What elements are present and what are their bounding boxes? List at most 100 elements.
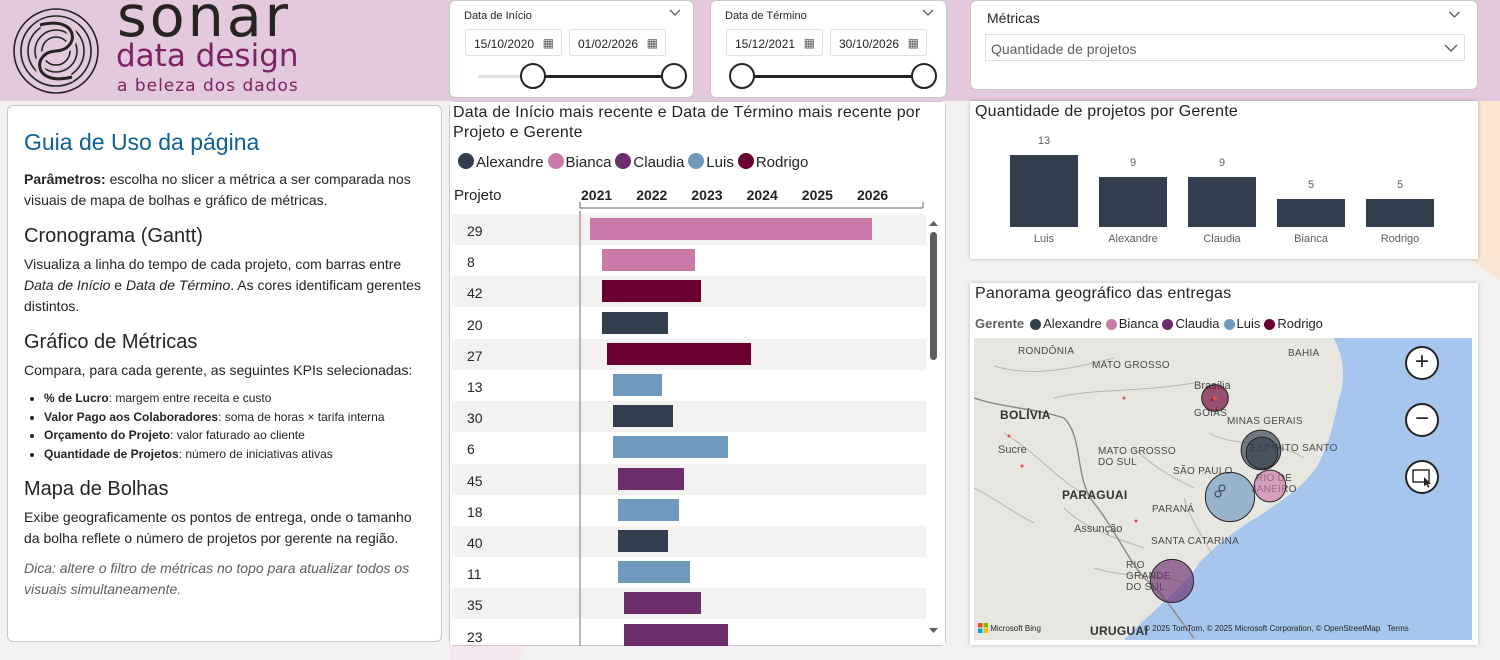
chevron-down-icon[interactable] [669, 9, 681, 17]
gantt-row[interactable]: 29 [452, 214, 926, 245]
map-legend[interactable]: Gerente Alexandre Bianca Claudia Luis Rodrigo [975, 316, 1327, 331]
calendar-icon[interactable]: ▦ [646, 36, 658, 50]
gantt-scroll-thumb[interactable] [930, 232, 937, 360]
year-tick-label: 2025 [801, 187, 833, 203]
gantt-row[interactable]: 23 [452, 620, 926, 646]
map-place-label: BOLÍVIA [1000, 408, 1051, 422]
gantt-bar[interactable] [601, 249, 696, 272]
guide-params-label: Parâmetros: [24, 171, 106, 187]
map-bubble[interactable] [1204, 471, 1256, 523]
gantt-chart: Data de Início mais recente e Data de Té… [449, 101, 946, 646]
gantt-row[interactable]: 35 [452, 588, 926, 620]
legend-dot [547, 153, 564, 169]
gantt-bar[interactable] [601, 311, 668, 334]
start-date-to-handle[interactable] [661, 63, 687, 89]
map-place-label: PARAGUAI [1062, 488, 1128, 502]
gantt-row[interactable]: 8 [452, 245, 926, 276]
scroll-down-icon[interactable] [928, 626, 939, 636]
chevron-down-icon[interactable] [1448, 11, 1461, 19]
calendar-icon[interactable]: ▦ [907, 36, 919, 50]
gantt-row[interactable]: 30 [452, 401, 926, 433]
bar-chart-bar[interactable] [1010, 155, 1078, 227]
legend-item-bianca[interactable]: Bianca [1105, 316, 1158, 331]
end-date-to-input[interactable]: 30/10/2026 ▦ [830, 29, 927, 56]
end-date-to-handle[interactable] [911, 63, 937, 89]
gantt-row[interactable]: 20 [452, 308, 926, 339]
kpi-desc: : margem entre receita e custo [108, 391, 272, 405]
end-date-track[interactable] [742, 75, 924, 78]
chevron-down-icon[interactable] [922, 9, 934, 17]
gantt-row[interactable]: 27 [452, 338, 926, 370]
bar-chart-bar[interactable] [1099, 177, 1167, 227]
gantt-legend[interactable]: Alexandre Bianca Claudia Luis Rodrigo [458, 153, 812, 171]
guide-metrics-text: Compara, para cada gerente, as seguintes… [24, 362, 413, 378]
scroll-up-icon[interactable] [928, 218, 939, 228]
calendar-icon[interactable]: ▦ [803, 36, 815, 50]
gantt-bar[interactable] [623, 623, 729, 646]
guide-gantt-start-term: Data de Início [24, 277, 111, 293]
legend-item-bianca[interactable]: Bianca [547, 153, 611, 171]
gantt-bar[interactable] [612, 405, 674, 428]
legend-item-rodrigo[interactable]: Rodrigo [737, 153, 808, 171]
gantt-bar[interactable] [601, 280, 701, 303]
legend-item-claudia[interactable]: Claudia [615, 153, 684, 171]
legend-text: Luis [706, 154, 734, 171]
gantt-bar[interactable] [618, 498, 679, 521]
map-place-label: SANTA CATARINA [1151, 536, 1240, 547]
zoom-out-button[interactable]: − [1405, 403, 1439, 437]
terms-link[interactable]: Terms [1386, 624, 1409, 633]
start-date-to-input[interactable]: 01/02/2026 ▦ [569, 29, 666, 56]
gantt-scrollbar[interactable] [928, 218, 939, 638]
gantt-bar[interactable] [612, 374, 663, 396]
calendar-icon[interactable]: ▦ [542, 36, 554, 50]
bar-chart-bar[interactable] [1277, 199, 1345, 227]
map-place-label: Assunção [1074, 523, 1123, 535]
gantt-row[interactable]: 11 [452, 557, 926, 588]
chevron-down-icon[interactable] [1444, 44, 1458, 53]
gantt-row[interactable]: 6 [452, 432, 926, 463]
osm-link[interactable]: © OpenStreetMap [1315, 624, 1381, 633]
bar-chart-category-label: Alexandre [1108, 233, 1158, 245]
legend-text: Alexandre [1043, 316, 1102, 331]
bar-chart-bar[interactable] [1188, 177, 1256, 227]
gantt-bar[interactable] [590, 218, 872, 240]
gantt-bar[interactable] [607, 342, 751, 365]
gantt-row[interactable]: 13 [452, 370, 926, 401]
legend-text: Luis [1236, 316, 1261, 331]
start-date-from-input[interactable]: 15/10/2020 ▦ [465, 29, 562, 56]
legend-item-rodrigo[interactable]: Rodrigo [1264, 316, 1323, 331]
gantt-bar[interactable] [623, 592, 701, 615]
select-cursor-icon [1412, 469, 1431, 488]
end-date-from-input[interactable]: 15/12/2021 ▦ [726, 29, 823, 56]
guide-tip: Dica: altere o filtro de métricas no top… [24, 560, 410, 597]
gantt-row[interactable]: 18 [452, 495, 926, 526]
map-bubble[interactable] [1253, 469, 1287, 503]
gantt-bar[interactable] [618, 467, 685, 490]
gantt-row[interactable]: 45 [452, 463, 926, 495]
gantt-bar[interactable] [612, 436, 729, 459]
map-bubble[interactable] [1149, 558, 1195, 604]
gantt-row[interactable]: 40 [452, 526, 926, 557]
zoom-in-button[interactable]: + [1405, 346, 1439, 380]
logo-wordmark: sonar [117, 0, 292, 50]
start-date-track[interactable] [534, 75, 674, 78]
metric-dropdown[interactable]: Quantidade de projetos [985, 34, 1465, 61]
bar-chart-bar[interactable] [1366, 199, 1434, 227]
map-select-button[interactable] [1405, 460, 1439, 494]
map-bubble[interactable] [1245, 436, 1279, 470]
end-date-from-handle[interactable] [729, 63, 755, 89]
gantt-row-label: 20 [467, 316, 483, 333]
gantt-bar[interactable] [618, 530, 668, 552]
gantt-row[interactable]: 42 [452, 276, 926, 308]
map-place-label: RIO GRANDE DO SUL [1126, 560, 1171, 593]
bar-chart-data-label: 5 [1396, 179, 1404, 192]
legend-item-claudia[interactable]: Claudia [1162, 316, 1220, 331]
legend-item-luis[interactable]: Luis [688, 153, 734, 171]
gantt-bar[interactable] [618, 561, 690, 584]
legend-item-luis[interactable]: Luis [1223, 316, 1261, 331]
start-date-from-handle[interactable] [520, 63, 546, 89]
legend-item-alexandre[interactable]: Alexandre [458, 153, 544, 171]
legend-text: Claudia [1175, 316, 1220, 331]
legend-item-alexandre[interactable]: Alexandre [1030, 316, 1102, 331]
